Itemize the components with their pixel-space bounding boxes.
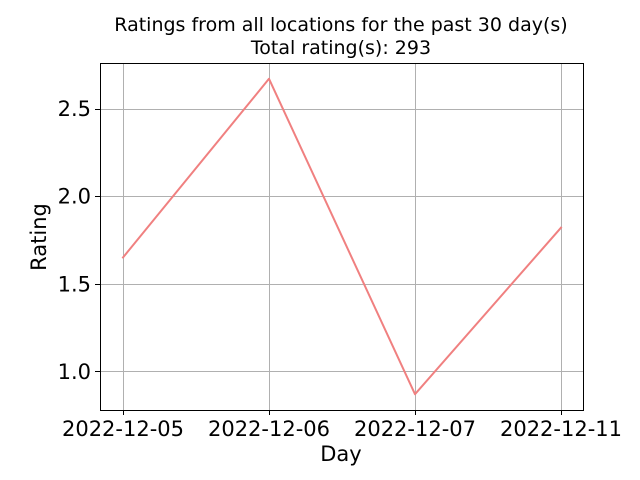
y-axis-label: Rating [27,203,51,271]
data-point [268,78,270,80]
chart-subtitle: Total rating(s): 293 [250,37,431,59]
x-tick-label: 2022-12-06 [208,417,330,441]
data-point [560,227,562,229]
y-tick-label: 2.5 [58,97,91,121]
grid-lines [100,63,583,410]
x-tick-label: 2022-12-07 [354,417,476,441]
x-tick-label: 2022-12-05 [62,417,184,441]
plot-frame [100,63,584,411]
x-axis-ticks: 2022-12-05 2022-12-06 2022-12-07 2022-12-11 [62,410,622,441]
x-axis-label: Day [320,442,361,466]
series-layer [121,77,563,396]
x-tick-label: 2022-12-11 [500,417,622,441]
data-point [122,257,124,259]
data-point [414,393,416,395]
y-tick-label: 2.0 [58,185,91,209]
y-tick-label: 1.5 [58,272,91,296]
chart-title: Ratings from all locations for the past … [114,14,567,36]
y-tick-label: 1.0 [58,360,91,384]
series-line [121,77,563,396]
y-axis-ticks: 1.0 1.5 2.0 2.5 [58,97,100,384]
